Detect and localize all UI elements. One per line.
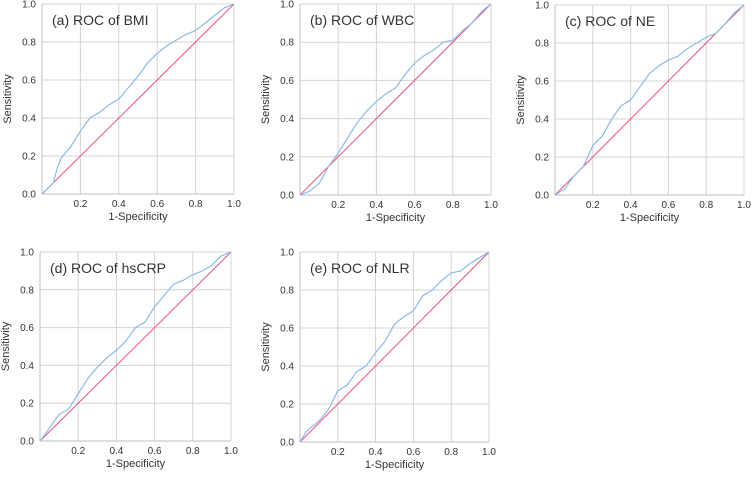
y-tick-label: 0.0: [22, 190, 36, 201]
reference-line: [299, 251, 490, 443]
y-axis-label: Sensitivity: [2, 74, 14, 124]
y-tick-label: 0.8: [22, 38, 36, 49]
y-axis-label: Sensitivity: [515, 75, 527, 125]
y-tick-label: 0.8: [280, 286, 294, 297]
y-tick-label: 0.4: [535, 115, 549, 126]
x-axis-label: 1-Specificity: [366, 212, 426, 224]
y-axis-label: Sensitivity: [0, 321, 12, 371]
y-tick-label: 0.4: [22, 114, 36, 125]
y-tick-label: 1.0: [22, 0, 36, 11]
panel-title: (c) ROC of NE: [565, 13, 655, 29]
x-tick-label: 0.6: [408, 200, 422, 211]
x-tick-label: 0.4: [369, 200, 383, 211]
y-tick-label: 0.0: [535, 191, 549, 202]
x-tick-label: 0.4: [624, 200, 638, 211]
roc-panel-e: 0.0 0.2 0.4 0.6 0.8 1.0 0.2 0.4 0.6 0.8 1.0 1-Speci…: [260, 248, 496, 472]
y-tick-label: 0.0: [20, 437, 34, 448]
x-axis-label: 1-Specificity: [106, 458, 166, 470]
y-tick-label: 0.6: [280, 324, 294, 335]
y-tick-label: 0.8: [280, 38, 294, 49]
x-tick-label: 1.0: [484, 200, 498, 211]
roc-panel-d: 0.0 0.2 0.4 0.6 0.8 1.0 0.2 0.4 0.6 0.8 1.0 1-Speci…: [0, 248, 238, 471]
y-tick-label: 1.0: [280, 248, 294, 259]
y-axis-label: Sensitivity: [260, 322, 272, 372]
y-tick-label: 0.2: [280, 400, 294, 411]
x-tick-label: 1.0: [482, 447, 496, 458]
x-tick-label: 0.2: [331, 200, 345, 211]
y-tick-label: 0.4: [280, 114, 294, 125]
roc-curve: [554, 4, 745, 196]
x-tick-label: 0.2: [331, 447, 345, 458]
roc-curve: [299, 3, 492, 196]
y-tick-label: 1.0: [535, 1, 549, 12]
y-tick-label: 0.6: [535, 77, 549, 88]
reference-line: [41, 3, 235, 195]
y-tick-label: 0.4: [280, 362, 294, 373]
x-tick-label: 0.8: [446, 200, 460, 211]
x-axis-label: 1-Specificity: [108, 211, 168, 223]
y-tick-label: 0.2: [22, 152, 36, 163]
reference-line: [554, 4, 745, 196]
roc-curve: [39, 251, 232, 442]
y-tick-label: 1.0: [20, 248, 34, 259]
roc-panel-b: 0.0 0.2 0.4 0.6 0.8 1.0 0.2 0.4 0.6 0.8 1.0 1-Speci…: [260, 0, 498, 224]
x-tick-label: 0.2: [586, 200, 600, 211]
y-tick-label: 0.6: [20, 323, 34, 334]
x-tick-label: 1.0: [227, 199, 241, 210]
y-tick-label: 0.2: [20, 399, 34, 410]
y-tick-label: 0.2: [280, 152, 294, 163]
x-axis-label: 1-Specificity: [365, 459, 425, 471]
reference-line: [299, 3, 492, 196]
y-axis-label: Sensitivity: [260, 74, 272, 124]
x-tick-label: 0.2: [71, 446, 85, 457]
y-tick-label: 0.4: [20, 361, 34, 372]
x-tick-label: 0.6: [150, 199, 164, 210]
roc-panel-a: 0.0 0.2 0.4 0.6 0.8 1.0 0.2 0.4 0.6 0.8 1.0 1-Speci…: [2, 0, 241, 223]
x-tick-label: 0.4: [369, 447, 383, 458]
y-tick-label: 0.8: [20, 285, 34, 296]
y-tick-label: 0.2: [535, 153, 549, 164]
x-tick-label: 0.2: [73, 199, 87, 210]
panel-title: (e) ROC of NLR: [310, 260, 410, 276]
y-tick-label: 0.0: [280, 438, 294, 449]
x-tick-label: 0.6: [661, 200, 675, 211]
panel-title: (b) ROC of WBC: [310, 12, 414, 28]
x-tick-label: 1.0: [224, 446, 238, 457]
x-tick-label: 0.4: [109, 446, 123, 457]
y-tick-label: 0.6: [280, 76, 294, 87]
y-tick-label: 0.6: [22, 76, 36, 87]
x-tick-label: 0.6: [406, 447, 420, 458]
x-tick-label: 0.4: [112, 199, 126, 210]
x-tick-label: 0.8: [186, 446, 200, 457]
y-tick-label: 1.0: [280, 0, 294, 11]
y-tick-label: 0.0: [280, 191, 294, 202]
x-tick-label: 0.6: [148, 446, 162, 457]
x-axis-label: 1-Specificity: [620, 212, 680, 224]
x-tick-label: 0.8: [699, 200, 713, 211]
y-tick-label: 0.8: [535, 39, 549, 50]
x-tick-label: 0.8: [444, 447, 458, 458]
panel-title: (d) ROC of hsCRP: [50, 260, 166, 276]
roc-curve: [299, 251, 490, 443]
roc-curve: [41, 3, 235, 195]
x-tick-label: 1.0: [737, 200, 751, 211]
x-tick-label: 0.8: [189, 199, 203, 210]
panel-title: (a) ROC of BMI: [52, 12, 148, 28]
roc-panel-c: 0.0 0.2 0.4 0.6 0.8 1.0 0.2 0.4 0.6 0.8 1.0 1-Speci…: [515, 1, 751, 225]
reference-line: [39, 251, 232, 442]
